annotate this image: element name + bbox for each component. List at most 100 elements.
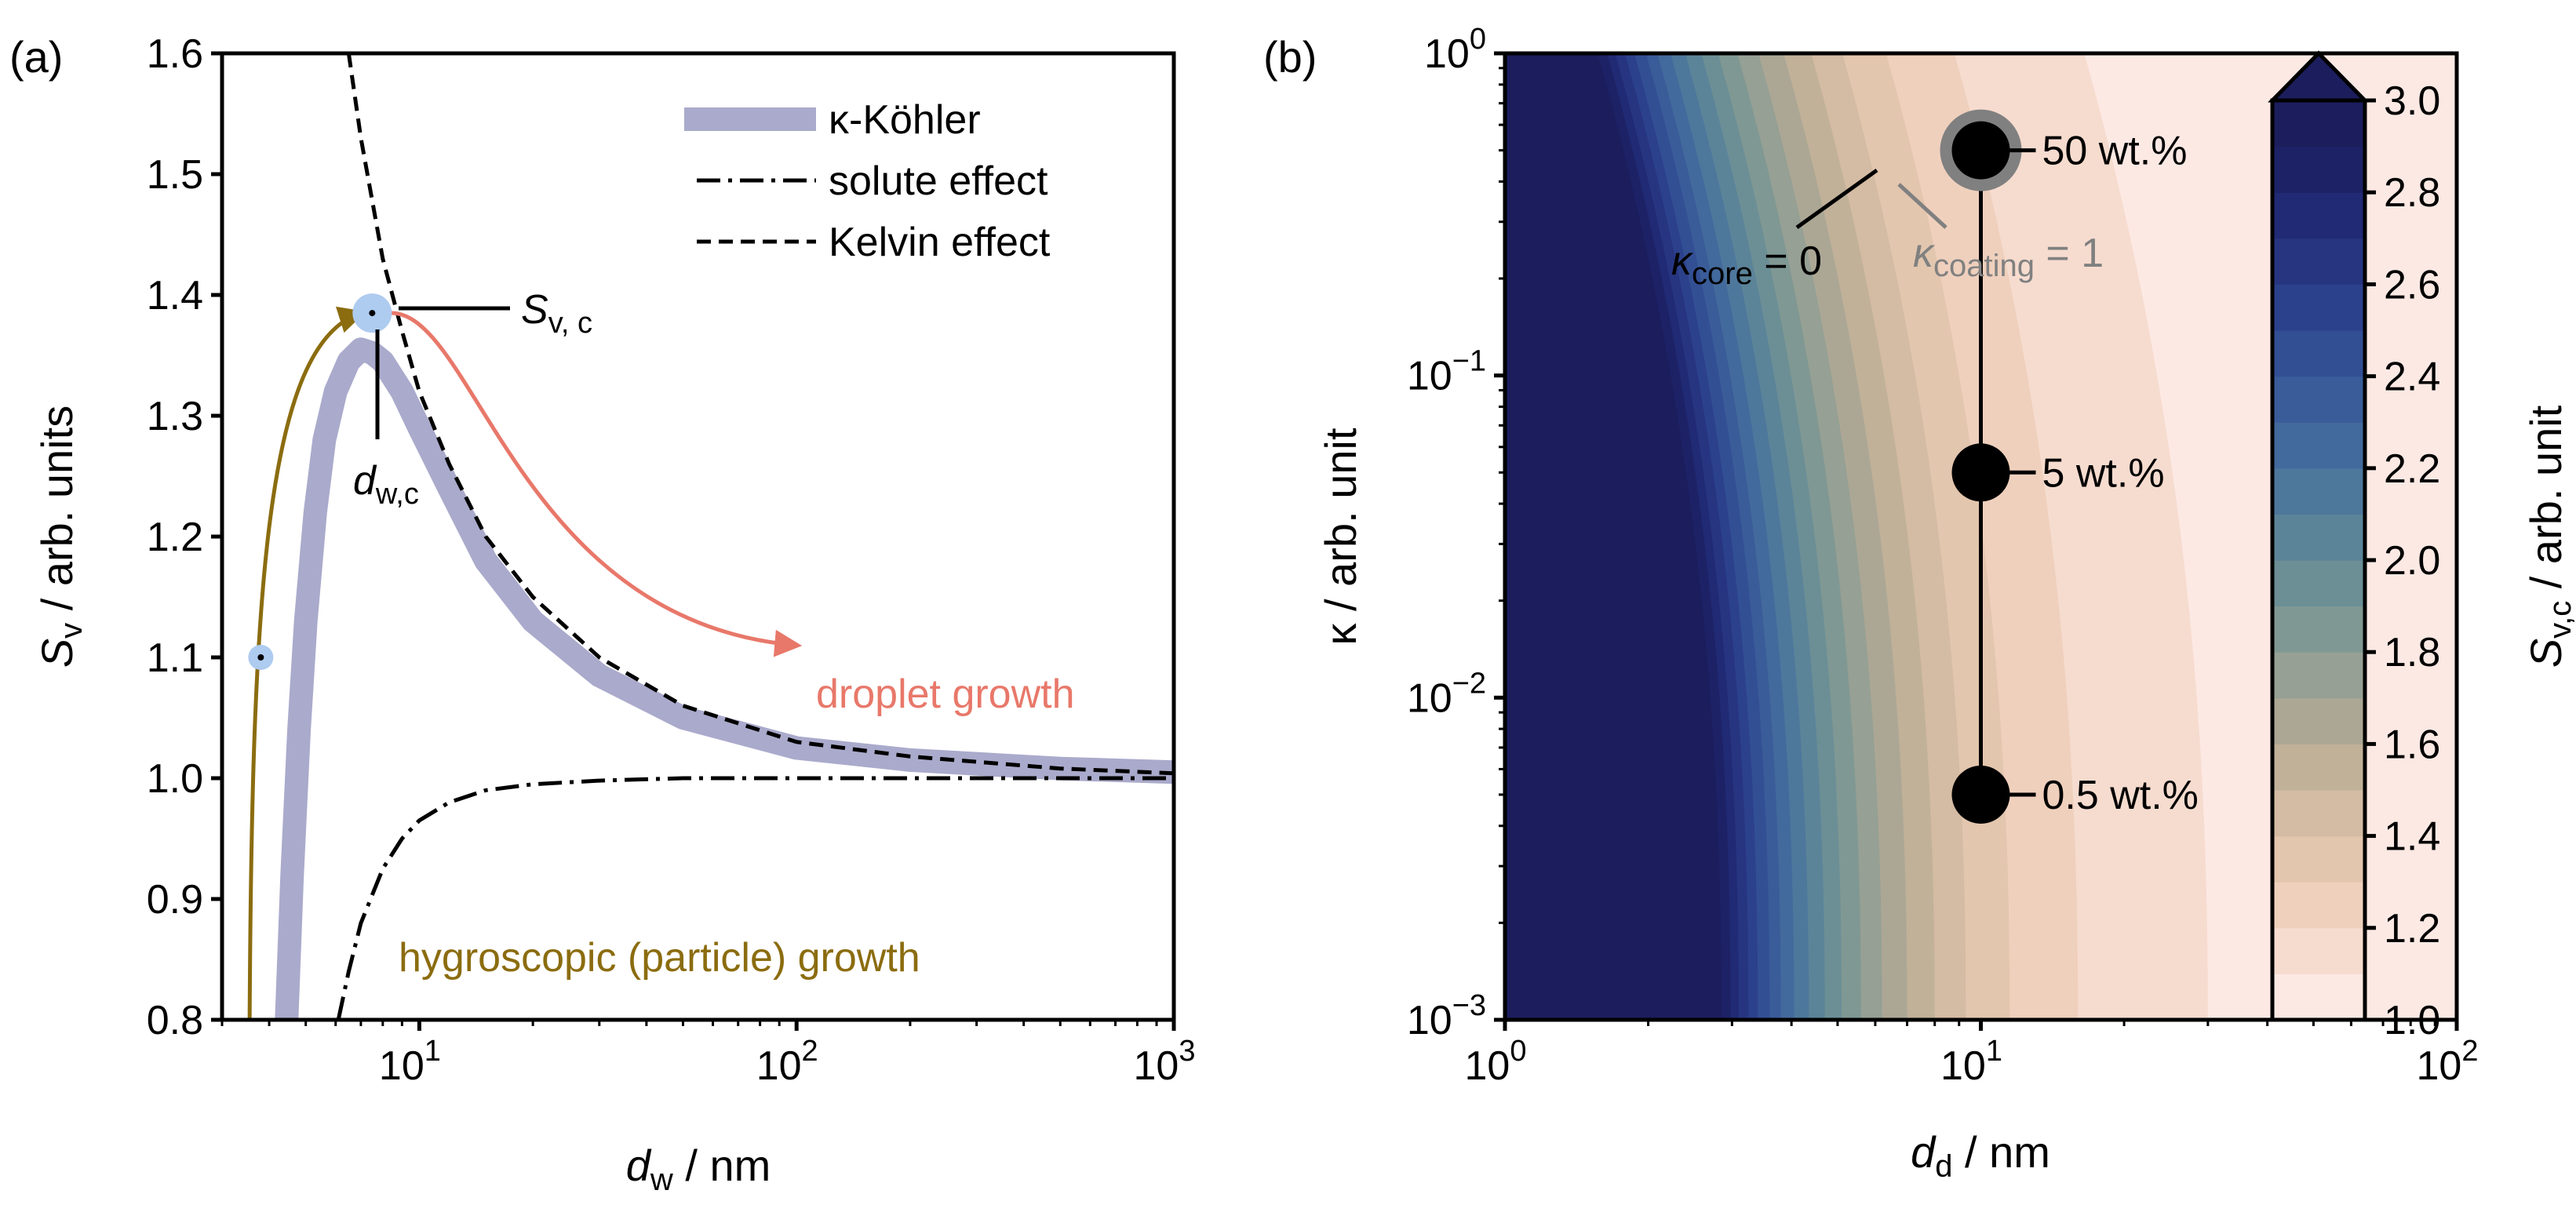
colorbar-tick-label: 3.0	[2384, 78, 2440, 124]
y-axis-b-label: κ / arb. unit	[1316, 428, 1365, 645]
x-tick-label-a: 102	[756, 1035, 818, 1089]
x-axis-b-sub: d	[1935, 1149, 1952, 1184]
x-tick-label-b-exp: 2	[2461, 1035, 2478, 1068]
y-tick-label-b-exp: −3	[1452, 989, 1486, 1022]
colorbar-tick-label: 2.0	[2384, 538, 2440, 584]
critical-point-dot	[369, 310, 376, 317]
colorbar-tick-label: 2.8	[2384, 170, 2440, 216]
colorbar-segment	[2272, 330, 2365, 377]
kappa-coating-leader	[1897, 183, 1947, 229]
legend-kohler-label: κ-Köhler	[829, 97, 981, 143]
x-tick-label-b-base: 10	[1465, 1043, 1510, 1089]
droplet-growth-arrow	[388, 311, 803, 657]
x-tick-label-a-base: 10	[756, 1043, 802, 1089]
colorbar-tick-label: 1.2	[2384, 906, 2440, 952]
colorbar-tick-label: 1.6	[2384, 722, 2440, 767]
dw-c-sub: w,c	[375, 478, 419, 511]
droplet-growth-label: droplet growth	[816, 672, 1075, 717]
y-tick-label-b: 10−1	[1407, 345, 1486, 399]
colorbar-tick-label: 1.4	[2384, 814, 2440, 860]
y-tick-label-b-exp: 0	[1470, 23, 1486, 56]
kappa-coating-rest: = 1	[2035, 231, 2104, 276]
composition-marker	[1951, 121, 2010, 180]
colorbar-label-unit: / arb. unit	[2521, 405, 2571, 600]
y-tick-label-b-base: 10	[1407, 354, 1452, 399]
x-tick-label-b-exp: 0	[1510, 1035, 1526, 1068]
colorbar-segment	[2272, 697, 2365, 744]
x-tick-label-b-exp: 1	[1986, 1035, 2002, 1068]
kappa-core-label: κcore = 0	[1671, 238, 1822, 291]
y-tick-label-b-exp: −2	[1452, 667, 1486, 700]
x-tick-label-a: 101	[379, 1035, 441, 1089]
legend-a: κ-Köhler solute effect Kelvin effect	[684, 97, 1051, 265]
x-tick-label-a-base: 10	[379, 1043, 424, 1089]
composition-label: 0.5 wt.%	[2042, 773, 2199, 818]
colorbar-tick-label: 1.8	[2384, 630, 2440, 675]
x-tick-label-b: 100	[1465, 1035, 1527, 1089]
x-tick-label-b-base: 10	[1940, 1043, 1986, 1089]
x-axis-a-sub: w	[650, 1163, 673, 1197]
colorbar-tick-label: 2.6	[2384, 262, 2440, 308]
colorbar-segment	[2272, 192, 2365, 239]
colorbar-label-sub: v,c	[2543, 601, 2576, 639]
y-tick-label-b: 100	[1424, 23, 1486, 77]
colorbar-label: Sv,c / arb. unit	[2521, 405, 2576, 668]
y-tick-label-b-exp: −1	[1452, 345, 1486, 378]
colorbar-segment	[2272, 606, 2365, 653]
x-tick-label-a-exp: 3	[1179, 1035, 1195, 1068]
x-axis-b-label: dd / nm	[1911, 1127, 2050, 1184]
colorbar-tick-label: 1.0	[2384, 998, 2440, 1043]
sv-c-sub: v, c	[548, 307, 592, 340]
panel-a: (a) Sv, c dw,c droplet growth hygroscopi…	[9, 31, 1195, 1197]
y-tick-label-b: 10−3	[1407, 989, 1486, 1043]
kappa-core-sub: core	[1692, 257, 1753, 291]
y-tick-label-a: 0.9	[147, 877, 203, 923]
legend-kelvin-label: Kelvin effect	[829, 220, 1051, 265]
series-kohler-curve	[275, 337, 1174, 1020]
composition-label: 50 wt.%	[2042, 129, 2188, 174]
x-tick-label-a-exp: 1	[424, 1035, 441, 1068]
colorbar-tick-label: 2.4	[2384, 355, 2440, 400]
legend-solute-label: solute effect	[829, 158, 1048, 204]
colorbar-segment	[2272, 974, 2365, 1021]
composition-marker	[1951, 765, 2010, 824]
colorbar-segment	[2272, 146, 2365, 193]
start-point-dot	[257, 654, 264, 661]
y-tick-label-a: 1.4	[147, 273, 203, 318]
x-tick-label-b: 101	[1940, 1035, 2002, 1089]
panel-b: (b) 50 wt.%5 wt.%0.5 wt.% κcore = 0 κcoa…	[1263, 23, 2576, 1184]
hygroscopic-growth-arrow	[247, 306, 366, 1020]
colorbar-segment	[2272, 100, 2365, 147]
series-kelvin-curve	[346, 53, 1174, 776]
x-axis-b-unit: / nm	[1952, 1127, 2050, 1177]
x-axis-a-sym: d	[626, 1141, 652, 1190]
panel-a-label: (a)	[9, 32, 63, 82]
kappa-coating-sym: κ	[1913, 231, 1936, 276]
colorbar-segment	[2272, 514, 2365, 561]
y-tick-label-b: 10−2	[1407, 667, 1486, 721]
colorbar-segment	[2272, 468, 2365, 515]
y-tick-label-a: 1.2	[147, 515, 203, 560]
colorbar-segment	[2272, 652, 2365, 699]
panel-b-label: (b)	[1263, 32, 1317, 82]
dw-c-label: dw,c	[353, 458, 419, 511]
x-tick-label-b: 102	[2417, 1035, 2479, 1089]
kappa-core-sym: κ	[1671, 238, 1694, 284]
colorbar-segment	[2272, 835, 2365, 883]
y-tick-label-a: 1.5	[147, 152, 203, 198]
colorbar-segment	[2272, 560, 2365, 607]
series-solute-curve	[336, 776, 1174, 1020]
y-tick-label-b-base: 10	[1407, 998, 1452, 1043]
colorbar-segment	[2272, 376, 2365, 423]
plot-a-area	[247, 53, 1174, 1020]
y-tick-label-a: 1.6	[147, 31, 203, 77]
colorbar-segment	[2272, 238, 2365, 285]
x-tick-label-b-base: 10	[2417, 1043, 2462, 1089]
y-tick-label-a: 0.8	[147, 998, 203, 1043]
sv-c-label: Sv, c	[521, 287, 592, 340]
colorbar-segment	[2272, 882, 2365, 929]
kappa-core-rest: = 0	[1753, 238, 1822, 284]
y-axis-a-sym: S	[32, 639, 82, 668]
